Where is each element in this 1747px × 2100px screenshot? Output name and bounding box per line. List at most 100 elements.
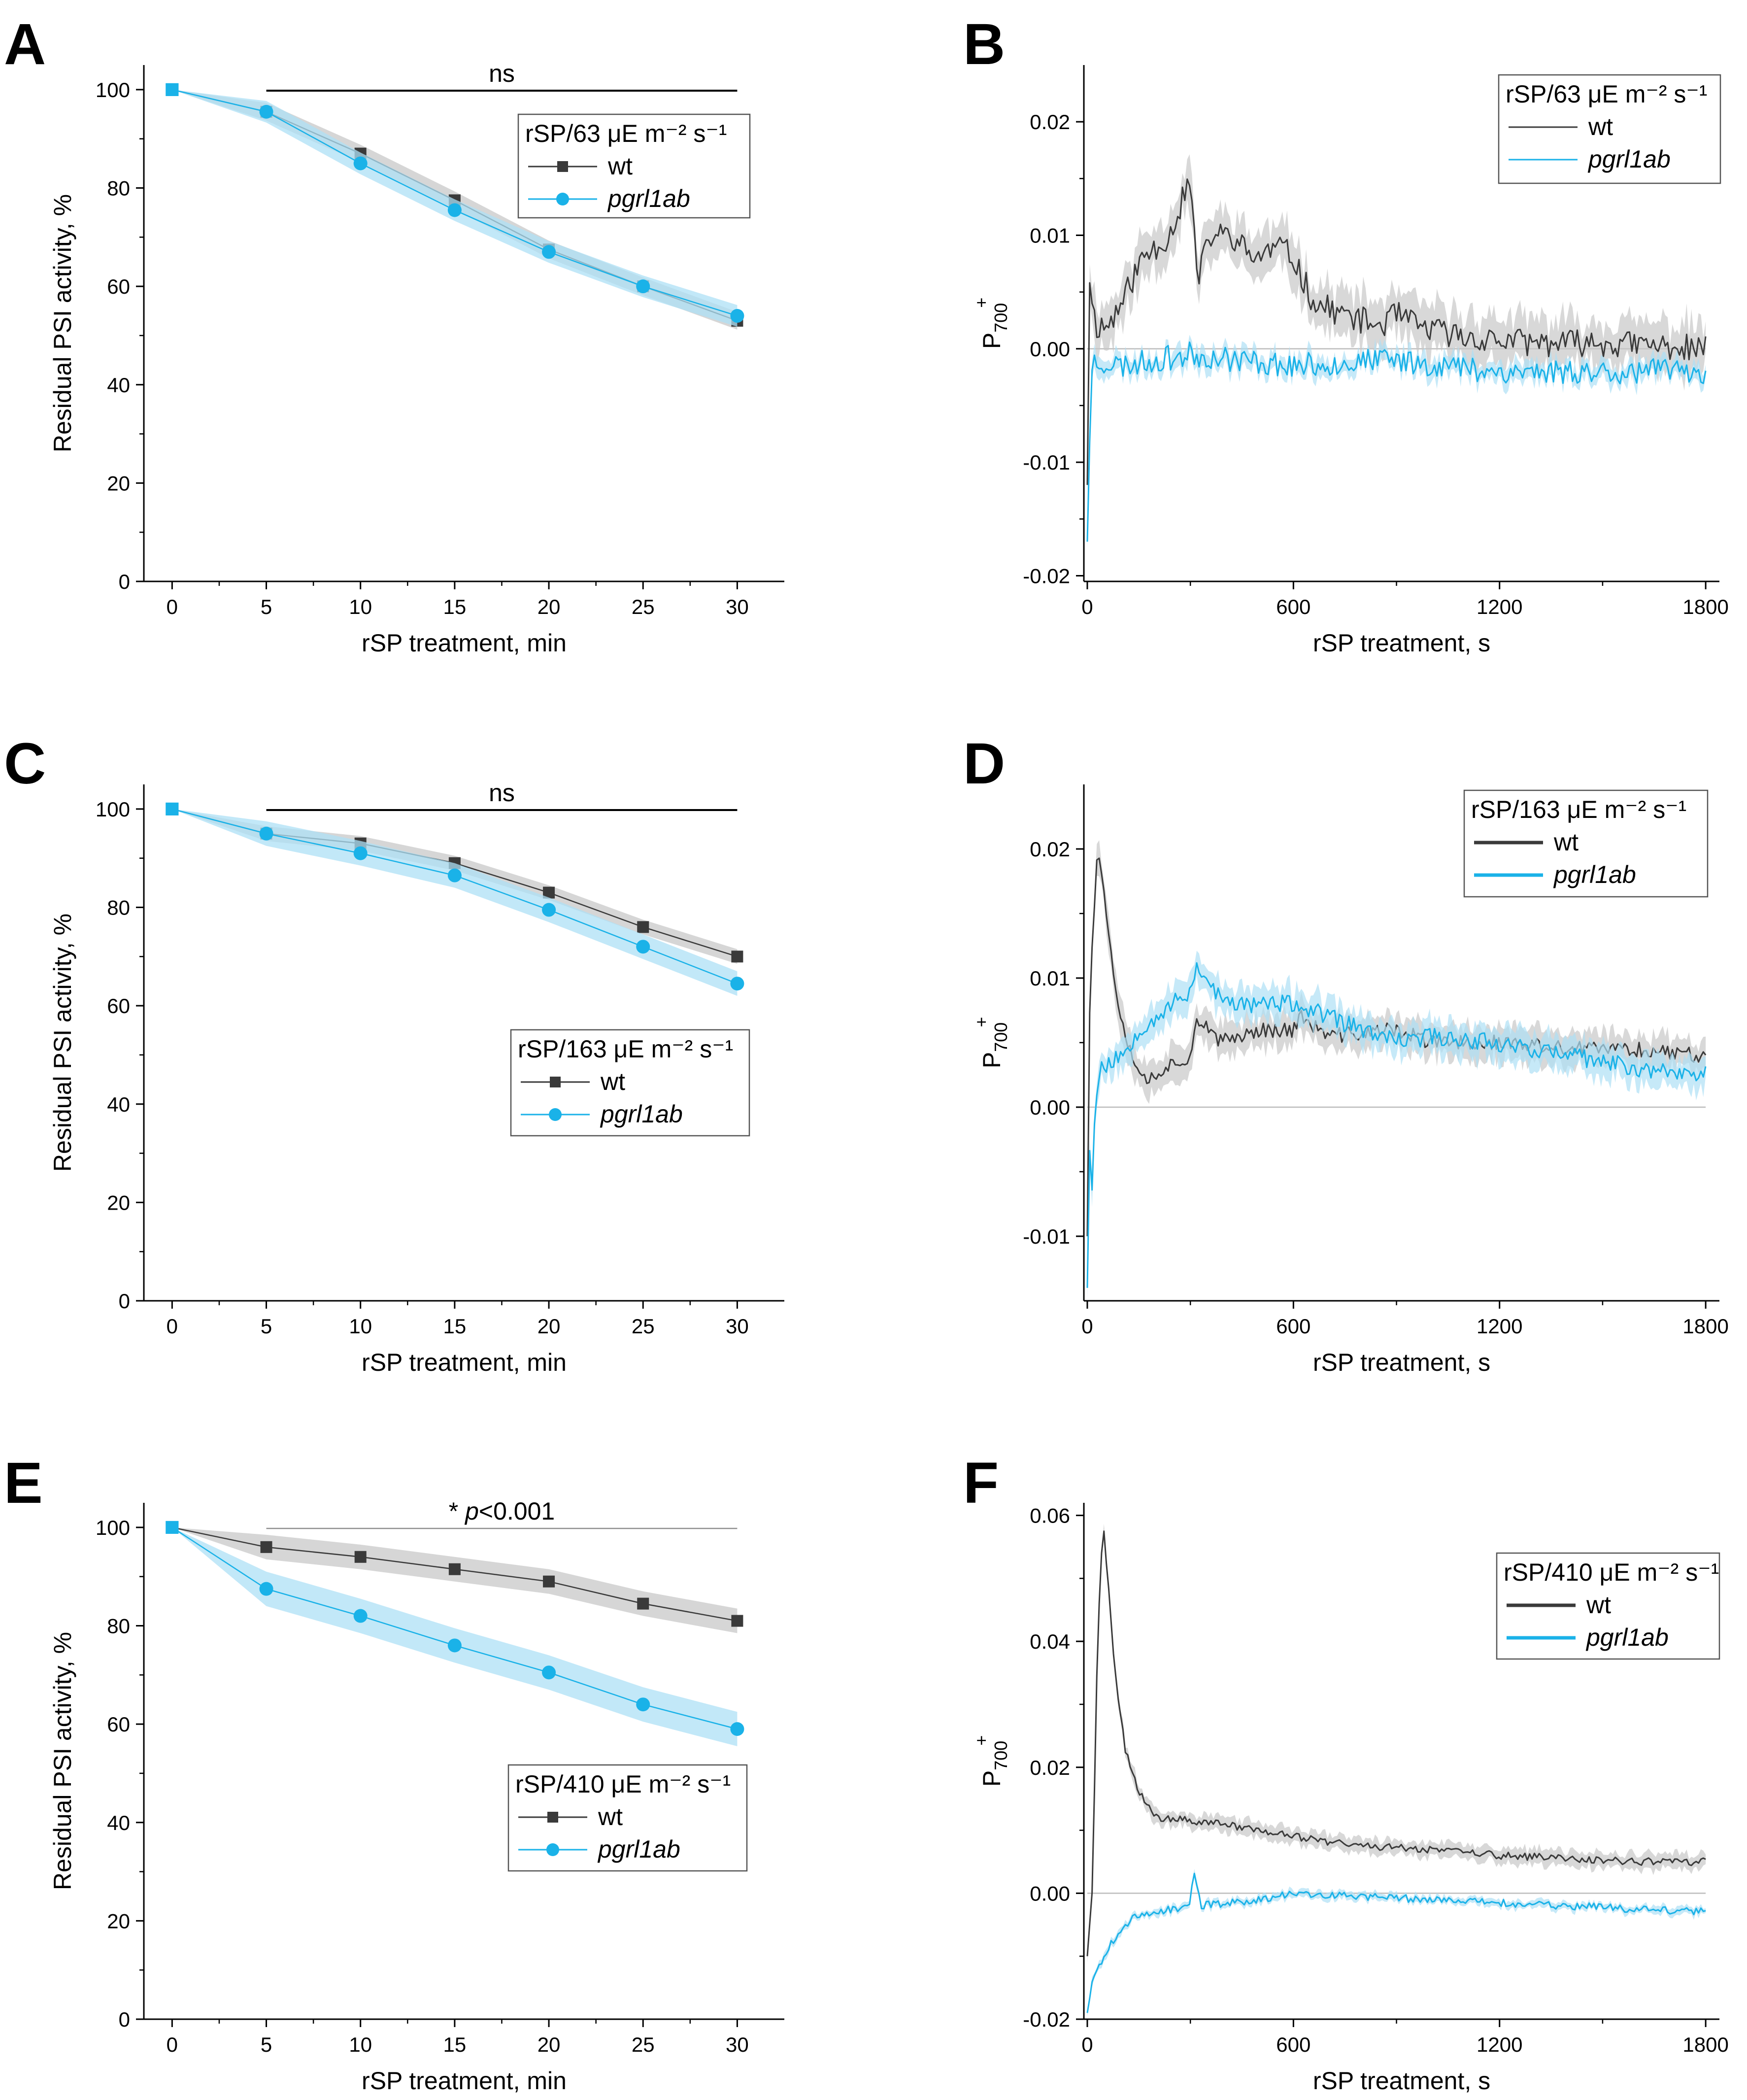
legend-marker-wt [547,1812,558,1823]
error-band-pgrl1ab [1087,335,1706,549]
error-band-pgrl1ab [1087,1869,1706,2016]
data-point-pgrl1ab [259,1582,273,1596]
legend-title: rSP/410 μE m⁻² s⁻¹ [1504,1558,1719,1586]
legend-label-wt: wt [600,1068,625,1095]
series-wt [1086,154,1707,503]
data-point-wt [637,921,649,933]
x-tick-label: 5 [261,595,272,618]
error-band-wt [1087,1524,1706,1963]
y-tick-label: 100 [96,798,130,821]
y-axis-label-sub: 700 [991,1741,1011,1770]
panel-letter: D [963,731,1005,796]
data-point-wt [637,1597,649,1610]
data-point-wt [354,1551,367,1563]
x-tick-label: 1200 [1477,1315,1522,1338]
data-point-pgrl1ab [730,977,744,991]
significance-label: ns [489,60,515,87]
x-tick-label: 20 [538,1315,561,1338]
x-tick-label: 15 [443,1315,467,1338]
x-tick-label: 0 [167,595,178,618]
y-tick-label: 80 [107,1615,130,1638]
y-axis-label-main: P [978,1052,1006,1068]
data-point-wt [260,1541,272,1553]
error-band-pgrl1ab [1087,950,1706,1301]
y-tick-label: 0 [119,570,130,593]
y-axis-label: P700+ [971,298,1011,349]
data-point-pgrl1ab [353,156,368,170]
data-point-pgrl1ab [166,802,179,815]
x-tick-label: 600 [1276,1315,1310,1338]
x-tick-label: 10 [349,595,372,618]
series-line-pgrl1ab [1086,1872,1706,2013]
data-point-pgrl1ab [259,826,273,841]
y-tick-label: 20 [107,1909,130,1932]
series-pgrl1ab [166,83,744,327]
legend: rSP/410 μE m⁻² s⁻¹ wt pgrl1ab [507,1764,748,1872]
legend-title: rSP/163 μE m⁻² s⁻¹ [1471,796,1686,823]
legend-label-wt: wt [607,152,633,180]
x-tick-label: 25 [632,1315,655,1338]
y-tick-label: 0.00 [1030,1096,1070,1119]
y-tick-label: 0.02 [1030,110,1070,134]
data-point-pgrl1ab [353,1609,368,1623]
y-axis-label: P700+ [971,1017,1011,1068]
significance-label: ns [489,779,515,807]
y-axis-label-main: P [978,333,1006,349]
legend-marker-pgrl1ab [546,1843,559,1856]
x-tick-label: 1800 [1682,595,1728,618]
x-tick-label: 15 [443,2033,467,2056]
data-point-pgrl1ab [542,245,556,259]
data-point-pgrl1ab [353,846,368,860]
legend-marker-pgrl1ab [549,1108,562,1121]
legend-label-wt: wt [1588,113,1613,140]
x-tick-label: 20 [538,595,561,618]
legend-label-pgrl1ab: pgrl1ab [597,1835,680,1863]
x-tick-label: 30 [726,2033,749,2056]
data-point-pgrl1ab [259,104,273,119]
error-band-pgrl1ab [172,809,738,996]
y-axis-label: Residual PSI activity, % [49,194,76,452]
x-axis-label: rSP treatment, s [1313,629,1490,657]
legend-title: rSP/163 μE m⁻² s⁻¹ [518,1035,733,1063]
panel-letter: F [963,1451,999,1516]
panel-letter: E [4,1451,43,1516]
x-tick-label: 1800 [1682,2033,1728,2056]
series-pgrl1ab [1086,335,1707,549]
legend-label-wt: wt [598,1803,623,1830]
x-axis-label: rSP treatment, s [1313,1349,1490,1376]
y-tick-label: 0.02 [1030,838,1070,861]
legend-label-pgrl1ab: pgrl1ab [607,185,690,212]
x-tick-label: 1800 [1682,1315,1728,1338]
y-tick-label: 0.00 [1030,338,1070,361]
y-tick-label: 20 [107,1191,130,1214]
legend-marker-pgrl1ab [556,193,569,205]
legend-label-pgrl1ab: pgrl1ab [600,1100,683,1128]
y-tick-label: 0.02 [1030,1756,1070,1779]
y-axis-label-sup: + [971,1735,991,1746]
y-tick-label: 60 [107,1713,130,1736]
x-tick-label: 1200 [1477,2033,1522,2056]
significance-prefix: * [449,1497,465,1525]
series-wt [166,1521,743,1633]
data-point-pgrl1ab [542,903,556,917]
legend-marker-wt [550,1077,561,1087]
legend-title: rSP/63 μE m⁻² s⁻¹ [525,120,727,147]
series-line-wt [1086,1530,1706,1957]
y-tick-label: 0 [119,2008,130,2031]
y-tick-label: 80 [107,177,130,200]
series-line-wt [1086,178,1707,485]
chart-panel-a: A 0 5 10 15 20 25 30 0 20 40 60 80 100 rSP treatment, … [4,12,784,657]
x-axis-label: rSP treatment, s [1313,2067,1490,2095]
legend: rSP/63 μE m⁻² s⁻¹ wt pgrl1ab [1498,74,1721,184]
y-axis-label-main: P [978,1770,1006,1787]
data-point-pgrl1ab [542,1665,556,1680]
error-band-pgrl1ab [172,1527,738,1747]
error-band-wt [1087,154,1706,503]
x-tick-label: 0 [167,1315,178,1338]
data-point-pgrl1ab [166,1521,179,1534]
error-band-wt [172,1527,738,1633]
data-point-pgrl1ab [636,1697,650,1712]
x-tick-label: 20 [538,2033,561,2056]
x-axis-label: rSP treatment, min [362,2067,567,2095]
y-axis-label: Residual PSI activity, % [49,914,76,1172]
